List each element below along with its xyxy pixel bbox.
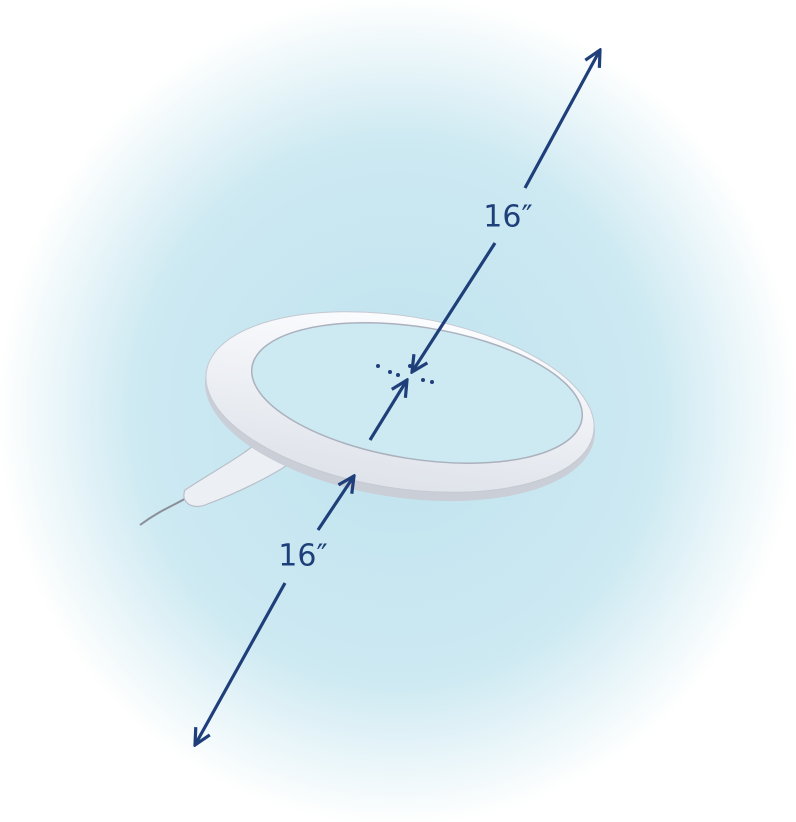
center-marker (376, 364, 434, 384)
dimension-label: 16″ (278, 539, 327, 574)
dimension-line (412, 242, 497, 372)
dimension-line (523, 50, 600, 189)
device (139, 311, 596, 526)
ring-opening (250, 322, 584, 464)
dimension-label: 16″ (483, 200, 532, 235)
dimension-line (316, 476, 354, 531)
dimension-line (195, 582, 287, 745)
dimension-line (368, 380, 407, 441)
